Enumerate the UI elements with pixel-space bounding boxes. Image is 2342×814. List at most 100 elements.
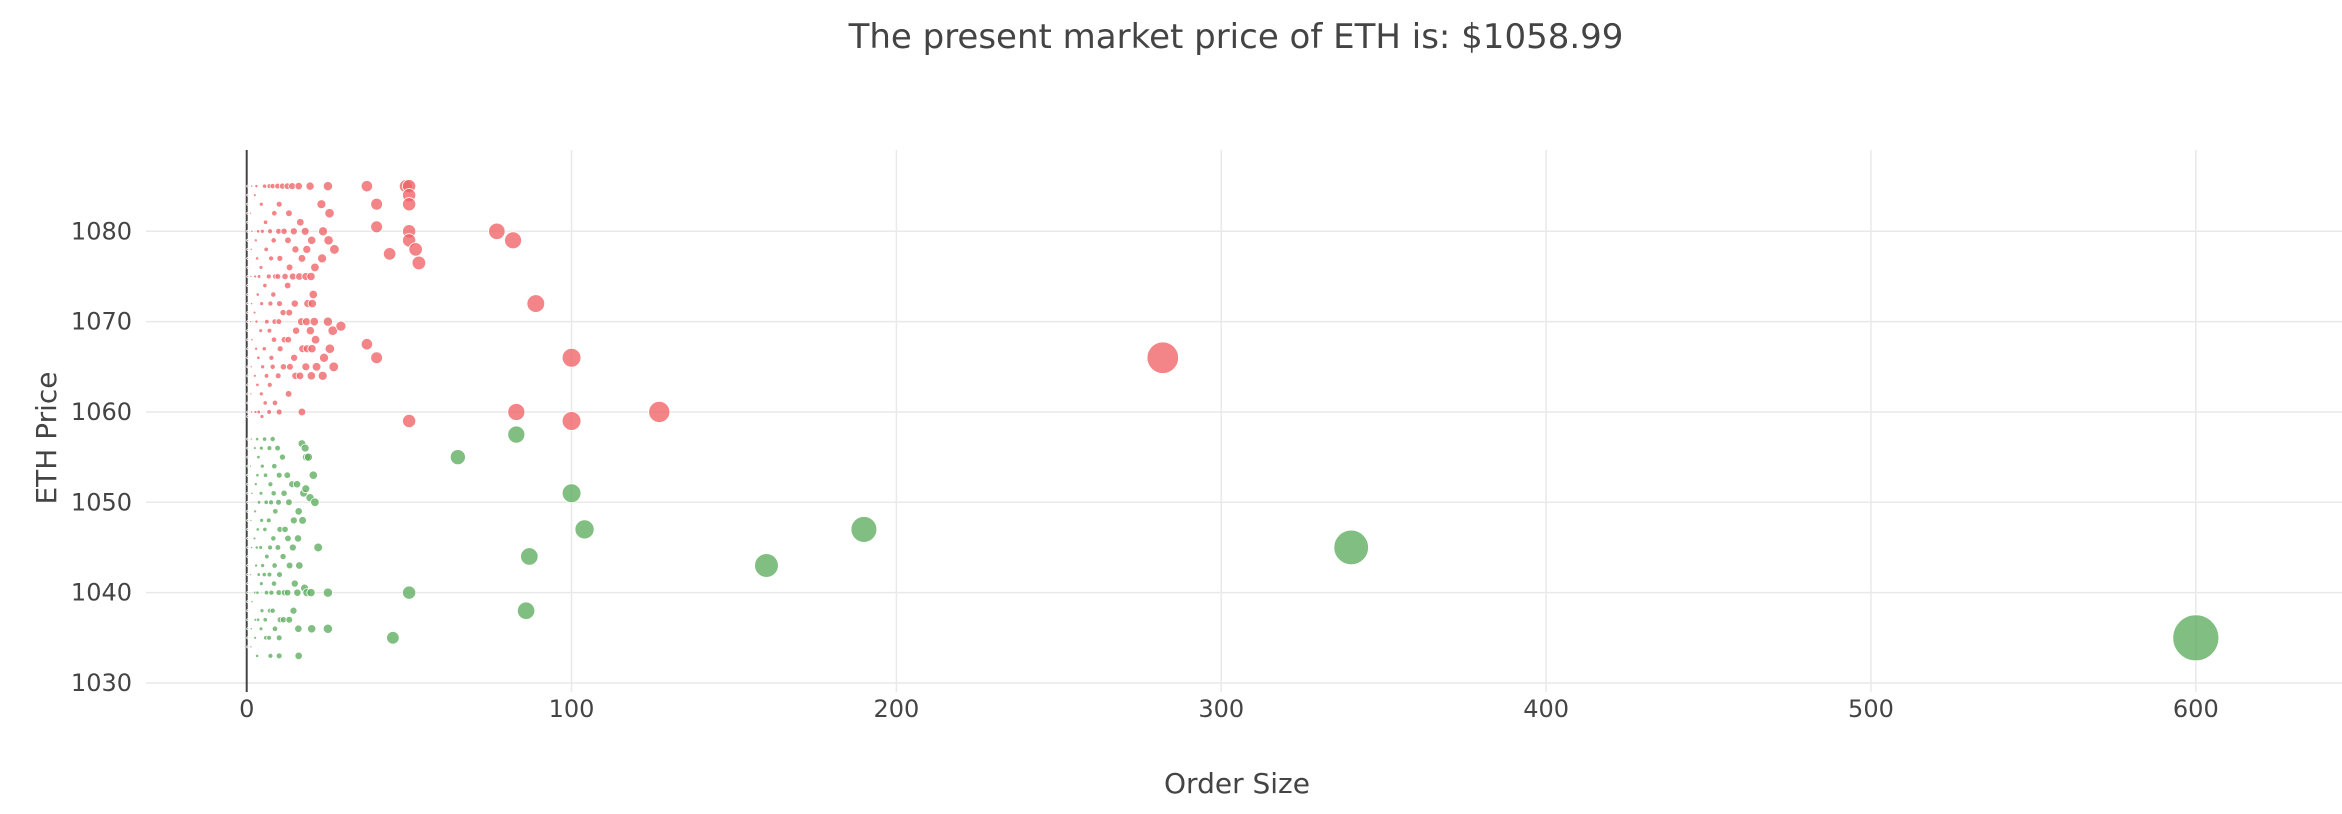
ask-order-point: [271, 210, 278, 217]
bid-order-point: [250, 491, 254, 495]
bid-order-point: [850, 516, 878, 543]
bid-order-point: [246, 509, 250, 513]
ask-order-point: [255, 229, 261, 234]
bid-order-point: [249, 464, 253, 468]
ask-order-point: [246, 320, 250, 324]
bid-order-point: [275, 498, 282, 506]
ask-order-point: [290, 353, 299, 362]
ask-order-point: [281, 272, 289, 281]
ask-order-point: [246, 311, 250, 315]
ask-order-point: [258, 391, 264, 397]
ask-order-point: [246, 347, 250, 351]
ask-order-point: [252, 373, 257, 378]
bid-order-point: [246, 528, 250, 531]
bid-order-point: [249, 645, 253, 649]
bid-order-point: [267, 652, 274, 659]
bid-order-point: [246, 537, 250, 540]
ask-order-point: [301, 362, 311, 372]
ask-order-point: [317, 370, 328, 381]
ask-order-point: [250, 184, 254, 188]
ask-order-point: [296, 218, 305, 227]
bid-order-point: [313, 542, 323, 553]
ask-order-point: [488, 222, 506, 240]
ask-order-point: [306, 371, 316, 381]
ask-order-point: [561, 411, 582, 431]
ask-order-point: [289, 227, 298, 236]
ask-order-point: [255, 256, 260, 261]
bid-order-point: [267, 481, 274, 488]
tick-labels: 1030 1040 1050 1060 1070 1080 0 100 200 300 400 500…: [71, 217, 2219, 723]
ask-order-point: [284, 236, 292, 245]
ask-order-point: [246, 293, 250, 296]
ask-order-point: [246, 220, 250, 224]
bid-order-point: [322, 587, 334, 598]
bid-order-point: [258, 490, 264, 496]
ask-order-point: [250, 302, 254, 306]
ask-order-point: [246, 275, 250, 278]
bid-order-point: [258, 445, 264, 451]
ask-order-point: [290, 299, 299, 308]
bid-order-point: [270, 580, 278, 587]
bid-order-point: [246, 582, 250, 585]
bid-order-point: [255, 590, 260, 595]
ask-order-point: [246, 356, 250, 360]
bid-order-point: [255, 653, 260, 658]
y-tick-label: 1050: [71, 488, 132, 516]
ask-order-point: [252, 310, 257, 315]
ask-order-point: [319, 352, 330, 363]
ask-order-point: [258, 201, 264, 207]
ask-order-point: [322, 181, 334, 192]
ask-order-point: [246, 184, 250, 188]
ask-order-point: [402, 413, 417, 429]
ask-order-point: [256, 274, 262, 279]
ask-order-point: [507, 403, 526, 421]
bid-order-point: [246, 546, 250, 549]
y-tick-label: 1040: [71, 579, 132, 607]
ask-order-point: [246, 374, 250, 378]
ask-order-point: [311, 362, 322, 372]
bid-order-point: [520, 547, 539, 566]
bid-order-point: [285, 615, 294, 624]
ask-order-point: [280, 227, 288, 235]
ask-order-point: [274, 372, 282, 380]
ask-order-point: [294, 181, 303, 191]
ask-order-point: [246, 329, 250, 333]
bid-order-point: [561, 483, 582, 504]
ask-order-point: [309, 316, 319, 327]
grid-lines: [146, 150, 2342, 692]
ask-order-point: [285, 308, 294, 317]
ask-order-point: [295, 371, 305, 381]
y-tick-label: 1080: [71, 217, 132, 245]
ask-order-point: [263, 246, 269, 253]
ask-order-point: [267, 228, 274, 235]
ask-order-point: [246, 211, 250, 215]
ask-order-point: [1146, 341, 1179, 374]
bid-order-point: [259, 463, 265, 469]
ask-order-point: [286, 362, 294, 371]
ask-order-point: [259, 301, 265, 306]
y-axis-title: ETH Price: [30, 371, 63, 504]
bid-order-point: [267, 544, 274, 551]
bid-order-point: [268, 589, 275, 596]
ask-order-point: [254, 184, 259, 189]
bid-order-point: [253, 635, 258, 640]
bid-order-point: [285, 498, 293, 507]
bid-order-point: [307, 624, 317, 634]
bid-order-point: [246, 446, 250, 450]
ask-order-point: [262, 400, 268, 406]
bid-order-point: [516, 601, 536, 620]
ask-order-point: [297, 407, 307, 417]
ask-order-point: [307, 344, 317, 354]
bid-order-point: [253, 482, 258, 487]
ask-order-point: [249, 365, 253, 369]
ask-order-point: [254, 346, 259, 351]
bid-order-point: [292, 480, 302, 489]
ask-order-point: [300, 226, 310, 236]
bid-order-point: [256, 572, 261, 577]
ask-order-point: [324, 208, 335, 219]
ask-order-point: [249, 274, 253, 278]
bid-order-point: [298, 516, 307, 525]
bid-order-point: [250, 545, 254, 550]
ask-order-point: [268, 354, 275, 361]
bid-order-point: [300, 443, 310, 453]
